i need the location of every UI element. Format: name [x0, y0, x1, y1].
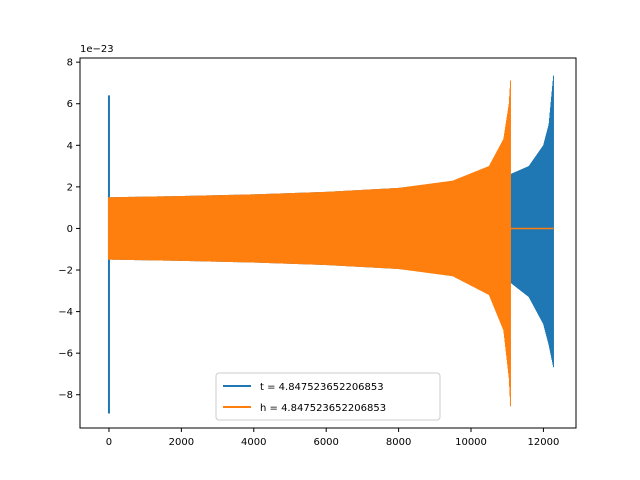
legend: t = 4.847523652206853 h = 4.847523652206… [215, 372, 441, 421]
y-tick-label: 0 [67, 224, 73, 235]
axes-frame [79, 57, 577, 429]
y-tick-label: 2 [67, 182, 73, 193]
x-tick-label: 6000 [313, 437, 338, 448]
legend-box [215, 372, 441, 421]
y-offset-label: 1e−23 [80, 44, 114, 55]
plot-area [107, 75, 554, 414]
legend-label-t: t = 4.847523652206853 [260, 382, 384, 393]
series-h [107, 80, 554, 407]
x-tick-label: 12000 [528, 437, 560, 448]
y-tick-label: −6 [58, 349, 73, 360]
legend-label-h: h = 4.847523652206853 [260, 403, 386, 414]
x-tick-label: 8000 [386, 437, 411, 448]
y-tick-label: 4 [67, 141, 73, 152]
y-axis-ticks: −8 −6 −4 −2 0 2 4 6 8 [58, 58, 80, 401]
x-tick-label: 2000 [169, 437, 194, 448]
x-tick-label: 0 [106, 437, 112, 448]
y-tick-label: 6 [67, 99, 73, 110]
x-tick-label: 4000 [241, 437, 266, 448]
y-tick-label: −2 [58, 266, 73, 277]
x-tick-label: 10000 [455, 437, 487, 448]
y-tick-label: −4 [58, 307, 73, 318]
x-axis-ticks: 0 2000 4000 6000 8000 10000 12000 [106, 428, 560, 448]
y-tick-label: 8 [67, 58, 73, 69]
y-tick-label: −8 [58, 390, 73, 401]
